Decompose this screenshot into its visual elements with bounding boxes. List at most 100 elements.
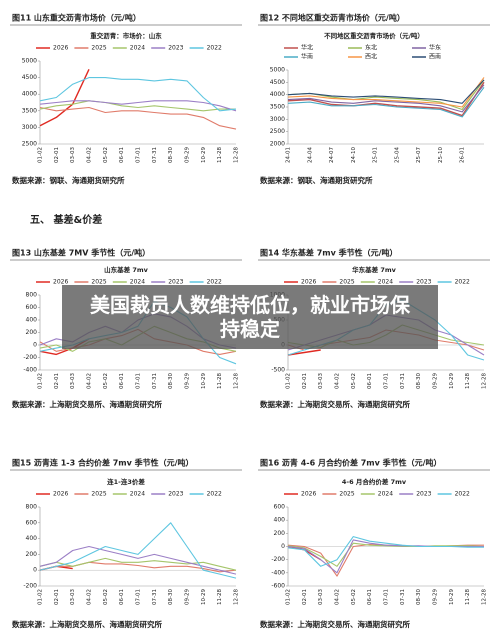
legend-label: 2022 [207,279,222,286]
x-tick-label: 12-28 [234,373,240,389]
figure-source: 数据来源：上海期货交易所、海通期货研究所 [260,399,410,409]
series-line [287,536,484,567]
x-tick-label: 01-02 [38,373,44,389]
x-tick-label: 01-02 [38,589,44,605]
y-tick-label: 5000 [22,58,37,65]
x-tick-label: 25-10 [438,147,444,163]
legend-label: 2022 [455,491,470,498]
legend-label: 2024 [130,45,145,52]
x-tick-label: 06-01 [119,589,125,605]
legend-label: 2024 [378,279,393,286]
x-tick-label: 09-29 [433,589,439,605]
x-tick-label: 03-03 [318,589,324,605]
x-tick-label: 07-31 [400,373,406,389]
legend-label: 2025 [91,45,106,52]
x-tick-label: 08-30 [168,589,174,605]
x-tick-label: 24-04 [307,147,313,163]
y-tick-label: 3000 [270,116,285,123]
x-tick-label: 26-01 [460,147,466,163]
y-tick-label: 600 [274,504,286,511]
x-tick-label: 10-29 [201,589,207,605]
legend-label: 华北 [301,44,313,52]
legend-label: 2024 [378,491,393,498]
series-line [39,69,90,127]
x-tick-label: 05-02 [103,589,109,605]
x-tick-label: 11-28 [217,373,223,389]
x-tick-label: 05-02 [351,373,357,389]
y-tick-label: 800 [26,292,38,299]
series-line [287,77,485,108]
x-tick-label: 04-02 [335,589,341,605]
legend-label: 2022 [455,279,470,286]
legend-label: 2025 [339,279,354,286]
chart-title: 连1-连3价差 [107,477,145,486]
y-tick-label: 2000 [270,141,285,148]
figure-caption: 图16 沥青 4-6 月合约价差 7mv 季节性（元/吨） [260,458,442,468]
x-tick-label: 12-28 [234,147,240,163]
x-tick-label: 11-28 [465,373,471,389]
x-tick-label: 11-28 [217,589,223,605]
legend-label: 2026 [53,45,68,52]
x-tick-label: 12-28 [482,589,488,605]
y-tick-label: 200 [26,551,38,558]
x-tick-label: 03-03 [70,589,76,605]
x-tick-label: 03-03 [70,147,76,163]
x-tick-label: 12-28 [234,589,240,605]
x-tick-label: 24-07 [329,147,335,163]
x-tick-label: 02-01 [54,589,60,605]
chart-title: 4-6 月合约价差 7mv [342,477,407,486]
figure-caption: 图15 沥青连 1-3 合约价差 7mv 季节性（元/吨） [12,458,194,468]
y-tick-label: 3000 [22,124,37,131]
x-tick-label: 09-29 [185,589,191,605]
x-tick-label: 06-01 [119,373,125,389]
y-tick-label: 400 [26,535,38,542]
series-line [287,349,321,356]
x-tick-label: 05-02 [351,589,357,605]
series-line [39,565,73,571]
x-tick-label: 10-29 [449,373,455,389]
x-tick-label: 05-02 [103,373,109,389]
x-tick-label: 06-01 [367,373,373,389]
legend-label: 2023 [168,491,183,498]
x-tick-label: 10-29 [201,147,207,163]
figure-source: 数据来源：上海期货交易所、海通期货研究所 [260,619,410,629]
chart-title: 华东基差 7mv [352,265,397,274]
series-line [287,86,485,118]
x-tick-label: 07-31 [400,589,406,605]
series-line [39,545,237,575]
x-tick-label: 24-01 [286,147,292,163]
x-tick-label: 02-01 [302,373,308,389]
y-tick-label: -200 [23,354,37,361]
legend-label: 2022 [207,491,222,498]
series-line [39,106,237,130]
x-tick-label: 01-02 [286,589,292,605]
x-tick-label: 25-04 [394,147,400,163]
legend-label: 2026 [301,491,316,498]
figure-caption: 图14 华东基差 7mv 季节性（元/吨） [260,248,398,258]
legend-label: 2022 [207,45,222,52]
y-tick-label: 5000 [270,67,285,74]
y-tick-label: -400 [23,367,37,374]
x-tick-label: 25-01 [373,147,379,163]
x-tick-label: 01-02 [286,373,292,389]
x-tick-label: 12-28 [482,373,488,389]
series-line [39,100,236,112]
legend-label: 西北 [365,53,377,61]
legend-label: 2024 [130,279,145,286]
x-tick-label: 10-29 [449,589,455,605]
legend-label: 2026 [53,491,68,498]
series-line [39,77,237,112]
x-tick-label: 07-31 [152,589,158,605]
y-tick-label: 0 [33,567,37,574]
x-tick-label: 06-01 [119,147,125,163]
legend-label: 华南 [301,53,313,61]
series-line [39,100,237,112]
y-tick-label: 400 [274,517,286,524]
x-tick-label: 02-01 [54,147,60,163]
y-tick-label: 600 [26,519,38,526]
y-tick-label: 3500 [270,104,285,111]
y-tick-label: 4500 [270,79,285,86]
y-tick-label: 4000 [22,91,37,98]
series-line [287,79,485,111]
x-tick-label: 03-03 [318,373,324,389]
